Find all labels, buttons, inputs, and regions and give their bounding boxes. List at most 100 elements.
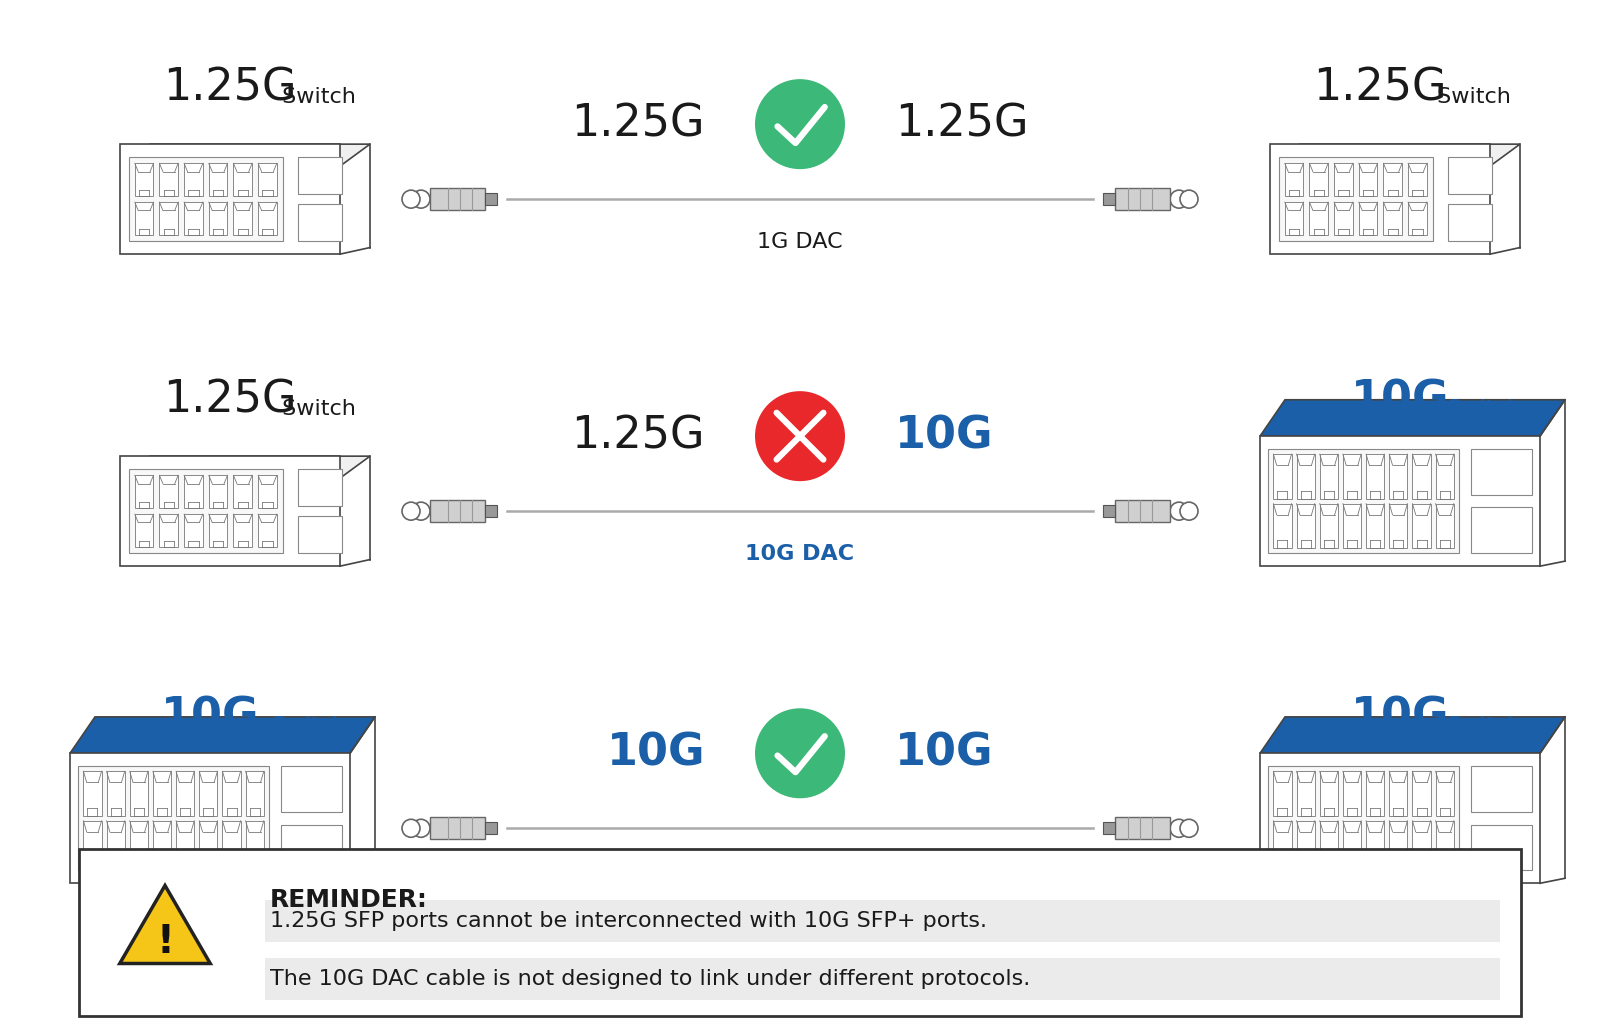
- FancyBboxPatch shape: [485, 505, 498, 518]
- FancyBboxPatch shape: [298, 517, 342, 553]
- FancyBboxPatch shape: [222, 820, 240, 865]
- Text: 1.25G: 1.25G: [894, 102, 1029, 145]
- FancyBboxPatch shape: [298, 205, 342, 241]
- Polygon shape: [120, 456, 370, 478]
- FancyBboxPatch shape: [1274, 454, 1291, 498]
- FancyBboxPatch shape: [1358, 164, 1378, 196]
- FancyBboxPatch shape: [1285, 164, 1304, 196]
- Polygon shape: [1261, 717, 1565, 753]
- FancyBboxPatch shape: [1296, 503, 1315, 548]
- Circle shape: [413, 190, 430, 208]
- FancyBboxPatch shape: [208, 476, 227, 508]
- Text: Switch: Switch: [266, 716, 346, 737]
- FancyBboxPatch shape: [234, 203, 253, 235]
- Polygon shape: [120, 144, 370, 166]
- FancyBboxPatch shape: [1320, 771, 1338, 815]
- FancyBboxPatch shape: [83, 820, 101, 865]
- Text: !: !: [157, 923, 174, 961]
- FancyBboxPatch shape: [258, 515, 277, 547]
- Polygon shape: [70, 717, 374, 753]
- Text: 10G DAC: 10G DAC: [746, 544, 854, 564]
- FancyBboxPatch shape: [1320, 820, 1338, 865]
- FancyBboxPatch shape: [128, 470, 283, 553]
- Circle shape: [1170, 190, 1187, 208]
- FancyBboxPatch shape: [1384, 203, 1402, 235]
- FancyBboxPatch shape: [1413, 771, 1430, 815]
- Text: 10G: 10G: [894, 414, 994, 457]
- FancyBboxPatch shape: [160, 515, 178, 547]
- FancyBboxPatch shape: [1278, 158, 1434, 241]
- FancyBboxPatch shape: [1366, 771, 1384, 815]
- FancyBboxPatch shape: [246, 820, 264, 865]
- FancyBboxPatch shape: [1342, 454, 1362, 498]
- FancyBboxPatch shape: [1435, 503, 1454, 548]
- Text: Switch: Switch: [275, 399, 355, 419]
- Circle shape: [1179, 502, 1198, 520]
- FancyBboxPatch shape: [1102, 822, 1115, 835]
- FancyBboxPatch shape: [1296, 771, 1315, 815]
- Text: Switch: Switch: [1430, 87, 1510, 107]
- Text: 1.25G: 1.25G: [571, 102, 706, 145]
- FancyBboxPatch shape: [234, 164, 253, 196]
- FancyBboxPatch shape: [1435, 771, 1454, 815]
- FancyBboxPatch shape: [120, 456, 339, 566]
- FancyBboxPatch shape: [1285, 203, 1304, 235]
- Text: Switch: Switch: [1440, 716, 1522, 737]
- FancyBboxPatch shape: [208, 164, 227, 196]
- FancyBboxPatch shape: [1115, 500, 1170, 522]
- FancyBboxPatch shape: [298, 470, 342, 506]
- FancyBboxPatch shape: [1274, 503, 1291, 548]
- FancyBboxPatch shape: [1413, 820, 1430, 865]
- Text: 10G: 10G: [606, 731, 706, 774]
- Circle shape: [755, 708, 845, 798]
- FancyBboxPatch shape: [184, 203, 203, 235]
- FancyBboxPatch shape: [160, 203, 178, 235]
- Text: REMINDER:: REMINDER:: [270, 888, 427, 911]
- FancyBboxPatch shape: [258, 476, 277, 508]
- FancyBboxPatch shape: [184, 164, 203, 196]
- FancyBboxPatch shape: [154, 820, 171, 865]
- FancyBboxPatch shape: [280, 766, 342, 812]
- FancyBboxPatch shape: [430, 500, 485, 522]
- Circle shape: [402, 819, 419, 837]
- FancyBboxPatch shape: [154, 771, 171, 815]
- FancyBboxPatch shape: [176, 820, 194, 865]
- Circle shape: [755, 391, 845, 481]
- FancyBboxPatch shape: [298, 158, 342, 194]
- Text: 10G: 10G: [160, 696, 259, 739]
- FancyBboxPatch shape: [1115, 188, 1170, 210]
- FancyBboxPatch shape: [1366, 820, 1384, 865]
- FancyBboxPatch shape: [160, 164, 178, 196]
- FancyBboxPatch shape: [485, 822, 498, 835]
- Text: 10G: 10G: [1350, 696, 1450, 739]
- FancyBboxPatch shape: [134, 515, 154, 547]
- FancyBboxPatch shape: [1342, 820, 1362, 865]
- FancyBboxPatch shape: [200, 820, 218, 865]
- FancyBboxPatch shape: [234, 476, 253, 508]
- Circle shape: [402, 502, 419, 520]
- Text: 1.25G: 1.25G: [163, 66, 296, 109]
- FancyBboxPatch shape: [1102, 505, 1115, 518]
- FancyBboxPatch shape: [200, 771, 218, 815]
- Polygon shape: [120, 886, 210, 964]
- FancyBboxPatch shape: [1270, 144, 1490, 254]
- FancyBboxPatch shape: [1435, 454, 1454, 498]
- FancyBboxPatch shape: [1389, 454, 1408, 498]
- FancyBboxPatch shape: [1358, 203, 1378, 235]
- FancyBboxPatch shape: [1274, 771, 1291, 815]
- Circle shape: [402, 190, 419, 208]
- FancyBboxPatch shape: [78, 849, 1522, 1016]
- FancyBboxPatch shape: [1334, 164, 1354, 196]
- FancyBboxPatch shape: [208, 203, 227, 235]
- FancyBboxPatch shape: [78, 766, 269, 871]
- FancyBboxPatch shape: [1448, 205, 1491, 241]
- FancyBboxPatch shape: [107, 771, 125, 815]
- FancyBboxPatch shape: [1296, 820, 1315, 865]
- FancyBboxPatch shape: [485, 193, 498, 206]
- FancyBboxPatch shape: [83, 771, 101, 815]
- FancyBboxPatch shape: [1408, 164, 1427, 196]
- FancyBboxPatch shape: [160, 476, 178, 508]
- FancyBboxPatch shape: [134, 476, 154, 508]
- Circle shape: [413, 819, 430, 837]
- FancyBboxPatch shape: [184, 515, 203, 547]
